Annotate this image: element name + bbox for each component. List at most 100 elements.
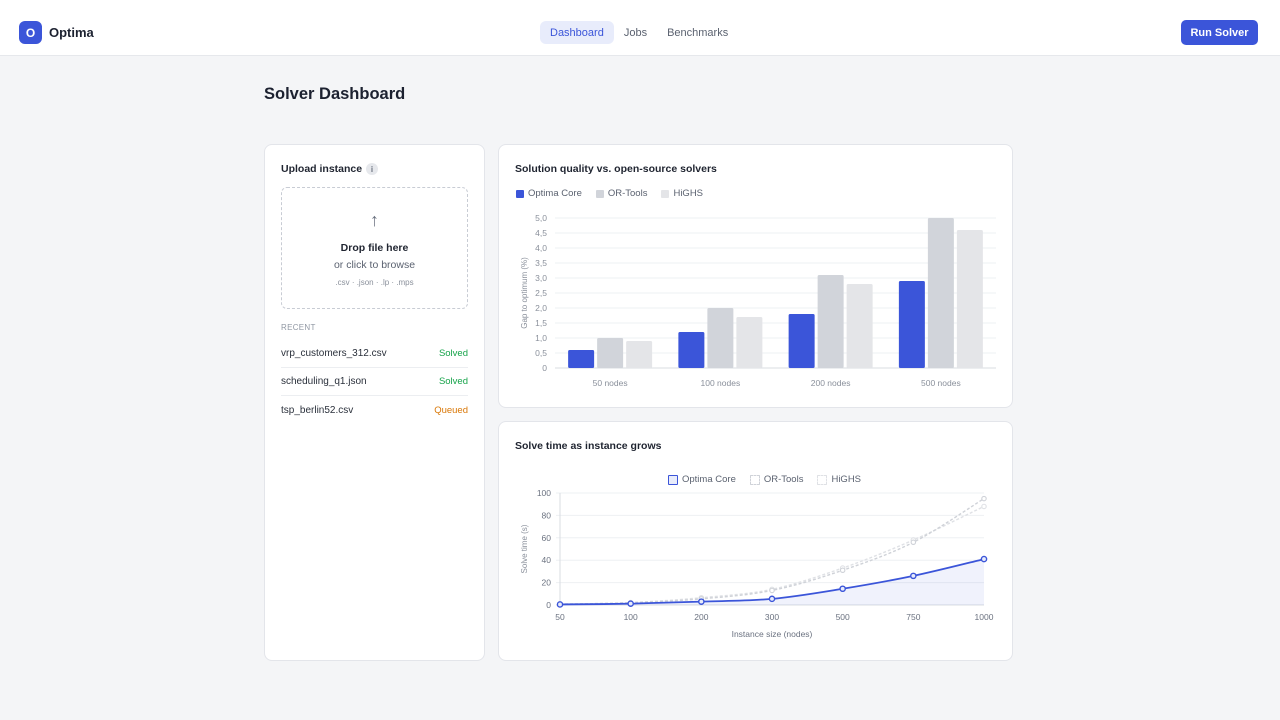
x-tick-label: 50 bbox=[555, 612, 565, 622]
bar-or-tools bbox=[817, 275, 844, 368]
nav-jobs[interactable]: Jobs bbox=[623, 26, 648, 39]
solution-quality-card: Solution quality vs. open-source solvers… bbox=[498, 144, 1013, 408]
bar-optima-core bbox=[568, 350, 595, 368]
dropzone-main-text: Drop file here bbox=[340, 242, 409, 254]
bar-optima-core bbox=[788, 314, 815, 368]
recent-list: vrp_customers_312.csv Solved scheduling_… bbox=[281, 340, 468, 424]
list-item[interactable]: scheduling_q1.json Solved bbox=[281, 368, 468, 396]
upload-card: Upload instance i ↑ Drop file here or cl… bbox=[264, 144, 485, 661]
recent-label: RECENT bbox=[281, 323, 316, 332]
legend-swatch bbox=[595, 189, 604, 198]
nav-benchmarks[interactable]: Benchmarks bbox=[667, 26, 729, 39]
x-tick-label: 300 bbox=[765, 612, 779, 622]
status-badge: Solved bbox=[438, 348, 468, 359]
y-tick-label: 100 bbox=[537, 488, 551, 498]
recent-file-name: tsp_berlin52.csv bbox=[281, 404, 354, 416]
point-or-tools bbox=[910, 539, 917, 546]
upload-title: Upload instance bbox=[281, 163, 363, 175]
legend-label: OR-Tools bbox=[607, 188, 648, 199]
legend-label: OR-Tools bbox=[763, 474, 804, 485]
point-highs bbox=[981, 503, 987, 510]
info-icon[interactable]: i bbox=[366, 163, 378, 175]
point-optima-core bbox=[627, 600, 634, 607]
y-tick-label: 60 bbox=[542, 533, 552, 543]
x-tick-label: 50 nodes bbox=[593, 378, 628, 388]
file-dropzone[interactable]: ↑ Drop file here or click to browse .csv… bbox=[281, 187, 468, 309]
legend-optima[interactable]: Optima Core bbox=[516, 188, 582, 199]
bar-highs bbox=[956, 230, 983, 368]
quality-legend: Optima Core OR-Tools HiGHS bbox=[516, 188, 717, 199]
point-or-tools bbox=[839, 567, 846, 574]
point-optima-core bbox=[910, 572, 917, 580]
point-optima-core bbox=[980, 555, 988, 563]
legend-optima[interactable]: Optima Core bbox=[668, 474, 736, 485]
nav-dashboard[interactable]: Dashboard bbox=[540, 21, 614, 44]
bar-optima-core bbox=[898, 281, 925, 368]
y-tick-label: 0 bbox=[546, 600, 551, 610]
point-optima-core bbox=[556, 601, 564, 608]
time-chart-title: Solve time as instance grows bbox=[515, 440, 662, 452]
y-tick-label: 0,5 bbox=[535, 348, 547, 358]
status-badge: Solved bbox=[438, 376, 468, 387]
quality-chart-title: Solution quality vs. open-source solvers bbox=[515, 163, 717, 175]
point-optima-core bbox=[768, 595, 776, 603]
legend-label: Optima Core bbox=[682, 474, 736, 485]
list-item[interactable]: vrp_customers_312.csv Solved bbox=[281, 340, 468, 368]
recent-file-name: vrp_customers_312.csv bbox=[281, 348, 387, 359]
legend-highs[interactable]: HiGHS bbox=[661, 188, 703, 199]
y-tick-label: 3,5 bbox=[535, 258, 547, 268]
logo-icon[interactable]: O bbox=[19, 21, 42, 44]
y-tick-label: 2,0 bbox=[535, 303, 547, 313]
dropzone-sub-text: or click to browse bbox=[333, 259, 416, 271]
legend-highs[interactable]: HiGHS bbox=[817, 474, 861, 485]
y-tick-label: 0 bbox=[542, 363, 547, 373]
y-tick-label: 80 bbox=[542, 510, 552, 520]
x-tick-label: 100 bbox=[624, 612, 638, 622]
recent-file-name: scheduling_q1.json bbox=[281, 376, 367, 387]
bar-or-tools bbox=[707, 308, 734, 368]
page-title: Solver Dashboard bbox=[264, 85, 406, 103]
list-item[interactable]: tsp_berlin52.csv Queued bbox=[281, 396, 468, 424]
legend-swatch bbox=[749, 474, 760, 485]
app-name: Optima bbox=[49, 25, 94, 40]
x-tick-label: 200 nodes bbox=[811, 378, 851, 388]
point-optima-core bbox=[839, 585, 846, 593]
run-solver-button[interactable]: Run Solver bbox=[1181, 20, 1258, 45]
dropzone-file-types: .csv · .json · .lp · .mps bbox=[335, 278, 414, 287]
y-axis-label: Solve time (s) bbox=[520, 524, 529, 573]
legend-ortools[interactable]: OR-Tools bbox=[595, 188, 648, 199]
bar-highs bbox=[626, 341, 653, 368]
x-tick-label: 500 bbox=[836, 612, 850, 622]
legend-swatch bbox=[668, 474, 678, 485]
bar-highs bbox=[736, 317, 763, 368]
y-tick-label: 4,5 bbox=[535, 228, 547, 238]
legend-ortools[interactable]: OR-Tools bbox=[749, 474, 804, 485]
time-legend: Optima Core OR-Tools HiGHS bbox=[668, 474, 875, 485]
legend-label: HiGHS bbox=[831, 474, 862, 485]
area-optima-core bbox=[560, 559, 984, 605]
y-tick-label: 1,5 bbox=[535, 318, 547, 328]
x-tick-label: 750 bbox=[906, 612, 920, 622]
quality-bar-chart: 0 0,5 1,0 1,5 2,0 2,5 3,0 3,5 4,0 4,5 5,0 Gap to op… bbox=[520, 213, 996, 388]
legend-swatch bbox=[661, 189, 670, 198]
x-tick-label: 200 bbox=[694, 612, 708, 622]
legend-label: HiGHS bbox=[673, 188, 704, 199]
point-or-tools bbox=[769, 587, 775, 594]
status-badge: Queued bbox=[434, 404, 468, 416]
bar-highs bbox=[846, 284, 873, 368]
y-tick-label: 3,0 bbox=[535, 273, 547, 283]
bar-or-tools bbox=[927, 218, 954, 368]
solve-time-card: Solve time as instance grows Optima Core… bbox=[498, 421, 1013, 661]
y-axis-label: Gap to optimum (%) bbox=[520, 257, 529, 329]
x-axis-label: Instance size (nodes) bbox=[732, 629, 813, 639]
solve-time-line-chart: 0 20 40 60 80 100 50 100 200 300 500 750 1000 Instanc… bbox=[520, 488, 994, 639]
y-tick-label: 20 bbox=[542, 578, 552, 588]
bar-optima-core bbox=[678, 332, 705, 368]
x-tick-label: 100 nodes bbox=[701, 378, 741, 388]
y-tick-label: 5,0 bbox=[535, 213, 547, 223]
legend-label: Optima Core bbox=[528, 188, 582, 199]
legend-swatch bbox=[817, 474, 828, 485]
y-tick-label: 4,0 bbox=[535, 243, 547, 253]
upload-arrow-icon: ↑ bbox=[370, 210, 379, 230]
y-tick-label: 2,5 bbox=[535, 288, 547, 298]
